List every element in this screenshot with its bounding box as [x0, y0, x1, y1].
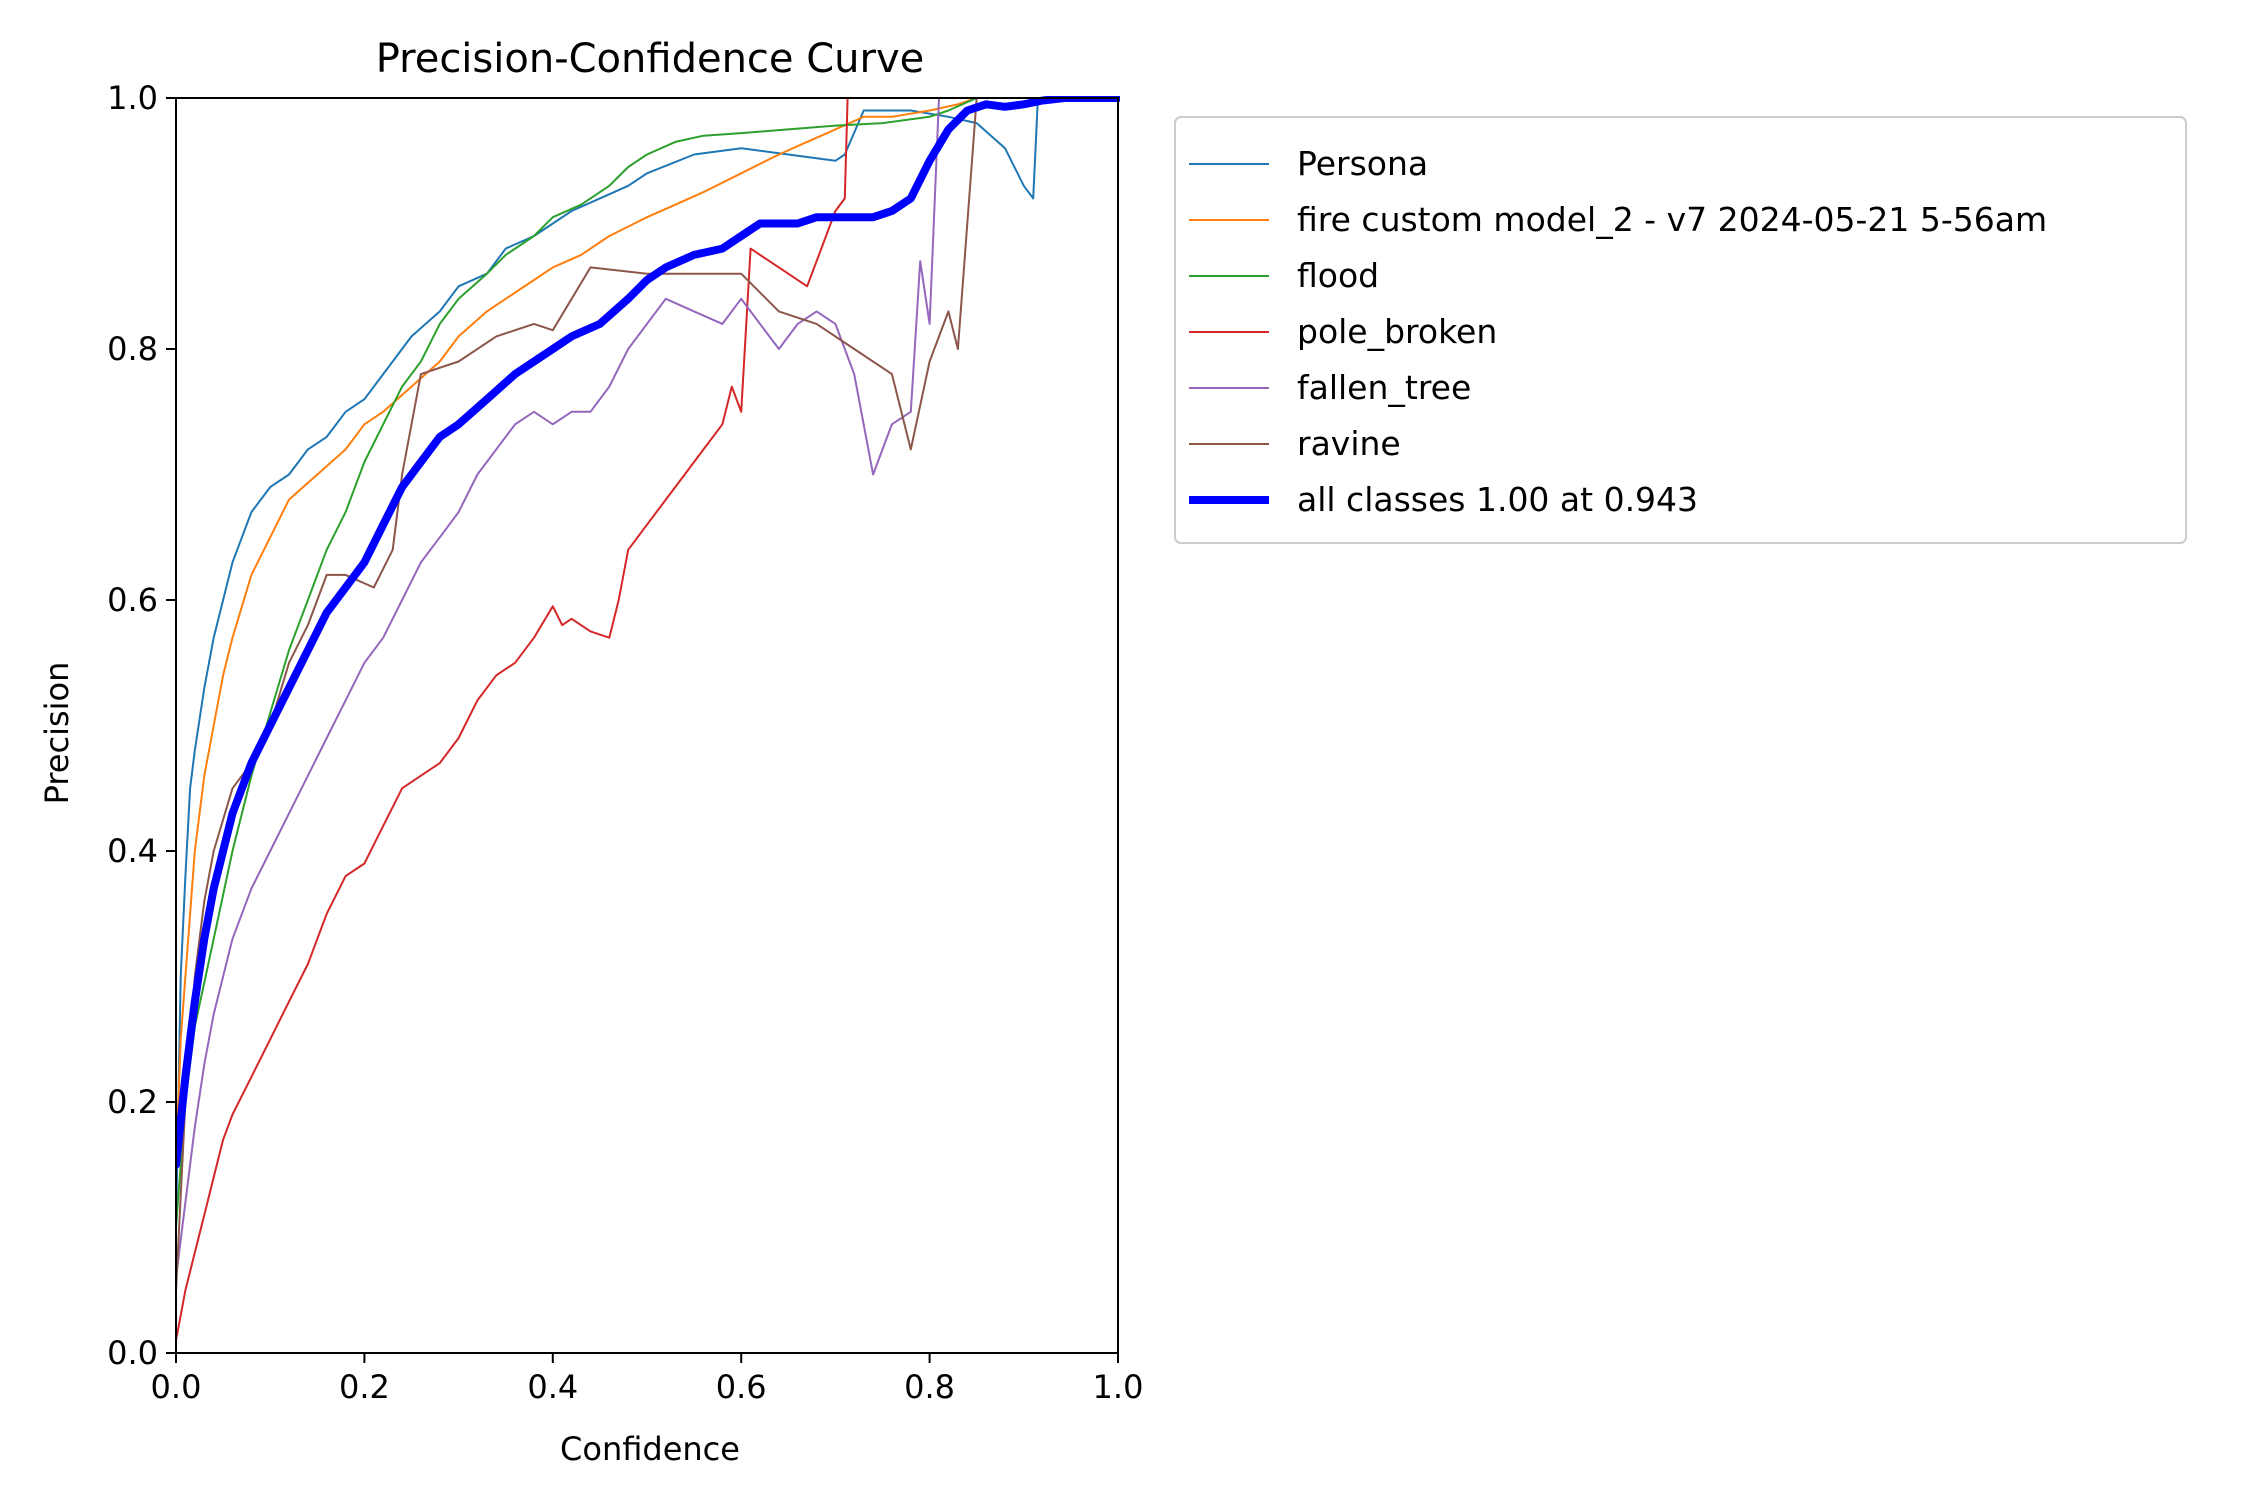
x-tick-label: 1.0	[1093, 1368, 1144, 1406]
x-tick-label: 0.4	[527, 1368, 578, 1406]
series-line	[176, 97, 1119, 1166]
series-line	[176, 97, 1119, 1292]
x-axis-ticks: 0.0 0.2 0.4 0.6 0.8 1.0	[151, 1353, 1144, 1406]
x-tick-label: 0.6	[716, 1368, 767, 1406]
y-tick-label: 0.2	[107, 1083, 158, 1121]
chart-title: Precision-Confidence Curve	[376, 36, 925, 82]
y-axis-label: Precision	[38, 662, 76, 805]
legend-label: pole_broken	[1297, 312, 1497, 351]
legend-frame	[1174, 116, 2187, 544]
legend-label: fallen_tree	[1297, 368, 1471, 407]
plot-frame	[175, 97, 1119, 1354]
legend: Persona fire custom model_2 - v7 2024-05-…	[1174, 116, 2187, 544]
y-tick-label: 0.8	[107, 330, 158, 368]
y-tick-label: 0.4	[107, 832, 158, 870]
y-tick-label: 0.6	[107, 581, 158, 619]
x-tick-label: 0.8	[904, 1368, 955, 1406]
x-tick-label: 0.0	[151, 1368, 202, 1406]
y-tick-label: 1.0	[107, 79, 158, 117]
x-axis-label: Confidence	[560, 1430, 740, 1468]
series-line	[176, 96, 1120, 1169]
y-tick-label: 0.0	[107, 1334, 158, 1372]
y-axis-ticks: 0.0 0.2 0.4 0.6 0.8 1.0	[107, 79, 176, 1372]
legend-label: Persona	[1297, 144, 1428, 183]
x-tick-label: 0.2	[339, 1368, 390, 1406]
legend-label: flood	[1297, 256, 1379, 295]
series-line	[176, 97, 1119, 1342]
legend-label: all classes 1.00 at 0.943	[1297, 480, 1698, 519]
series-line	[176, 97, 1119, 1279]
legend-label: fire custom model_2 - v7 2024-05-21 5-56…	[1297, 200, 2047, 239]
plot-lines	[176, 96, 1120, 1342]
legend-label: ravine	[1297, 424, 1401, 463]
